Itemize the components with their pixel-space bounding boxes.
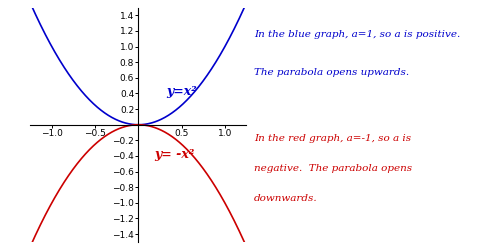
Text: y= -x²: y= -x² xyxy=(154,148,194,161)
Text: downwards.: downwards. xyxy=(254,194,317,203)
Text: In the blue graph, a=1, so a is positive.: In the blue graph, a=1, so a is positive… xyxy=(254,30,460,39)
Text: In the red graph, a=-1, so a is: In the red graph, a=-1, so a is xyxy=(254,134,411,143)
Text: negative.  The parabola opens: negative. The parabola opens xyxy=(254,164,412,173)
Text: The parabola opens upwards.: The parabola opens upwards. xyxy=(254,68,409,77)
Text: y=x²: y=x² xyxy=(166,85,197,98)
